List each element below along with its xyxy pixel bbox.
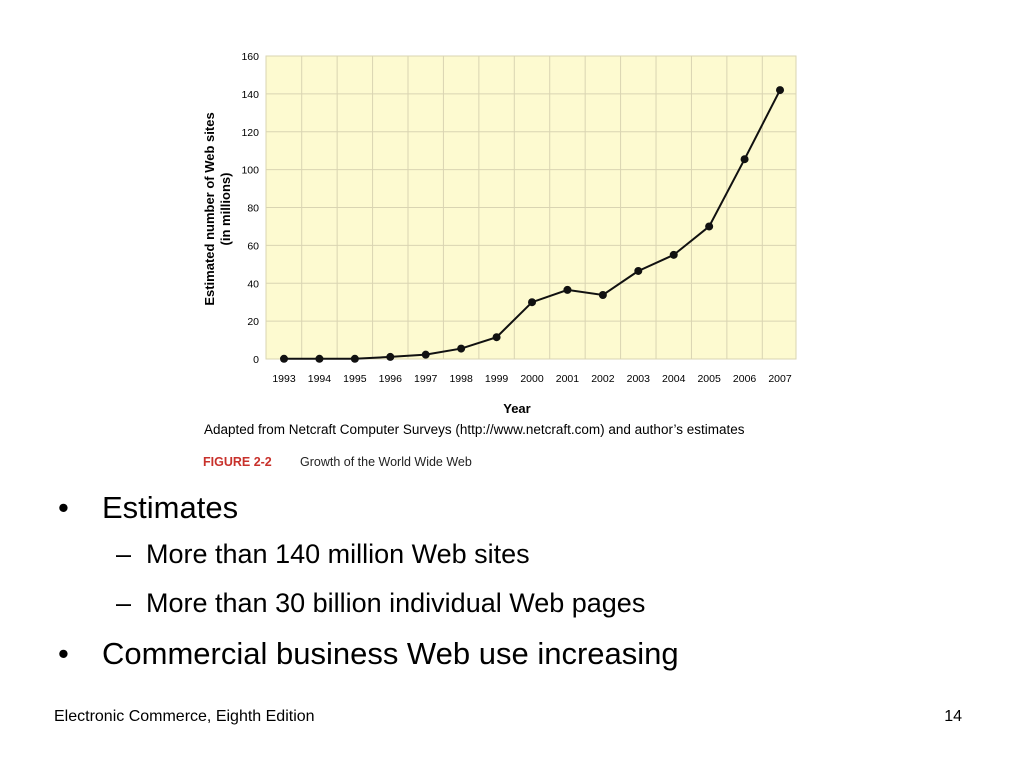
- x-tick-label: 1994: [308, 373, 332, 385]
- x-tick-label: 1995: [343, 373, 367, 385]
- y-tick-labels: 0 20 40 60 80 100 120 140 160: [241, 51, 259, 366]
- y-tick-label: 20: [247, 316, 259, 328]
- bullet-marker: •: [58, 636, 69, 671]
- y-tick-label: 120: [241, 127, 259, 139]
- sub-bullet-text: More than 30 billion individual Web page…: [146, 588, 646, 618]
- data-point-2003: [634, 266, 643, 275]
- data-point-1996: [386, 352, 395, 361]
- footer-title: Electronic Commerce, Eighth Edition: [54, 708, 315, 725]
- x-tick-label: 1998: [449, 373, 473, 385]
- y-tick-label: 60: [247, 240, 259, 252]
- sub-bullet-marker: –: [116, 539, 132, 569]
- x-tick-label: 1997: [414, 373, 438, 385]
- data-point-1993: [280, 354, 288, 363]
- x-tick-label: 2002: [591, 373, 615, 385]
- x-tick-label: 2000: [520, 373, 544, 385]
- data-point-1999: [492, 333, 501, 342]
- sub-bullet-web-pages: – More than 30 billion individual Web pa…: [58, 579, 998, 628]
- data-point-2007: [776, 86, 785, 95]
- sub-bullet-marker: –: [116, 588, 132, 618]
- data-point-2004: [669, 250, 678, 259]
- data-point-1995: [350, 354, 359, 363]
- y-tick-label: 40: [247, 278, 259, 290]
- page-number: 14: [944, 708, 962, 725]
- sub-bullet-text: More than 140 million Web sites: [146, 539, 530, 569]
- y-axis-title: Estimated number of Web sites: [202, 112, 217, 305]
- bullet-commercial-use: • Commercial business Web use increasing: [58, 632, 998, 676]
- y-tick-label: 0: [253, 354, 259, 366]
- bullet-list: • Estimates – More than 140 million Web …: [58, 486, 998, 676]
- x-tick-label: 2007: [768, 373, 792, 385]
- gridlines: [266, 55, 796, 360]
- y-axis-subtitle: (in millions): [218, 173, 233, 246]
- data-point-2001: [563, 285, 572, 294]
- x-tick-label: 2006: [733, 373, 757, 385]
- x-tick-labels: 1993 1994 1995 1996 1997 1998 1999 2000 2001 2002…: [272, 373, 792, 385]
- bullet-text: Estimates: [102, 490, 239, 525]
- source-note: Adapted from Netcraft Computer Surveys (…: [204, 422, 745, 437]
- figure-caption: Growth of the World Wide Web: [300, 455, 472, 469]
- bullet-estimates: • Estimates: [58, 486, 998, 530]
- sub-bullet-web-sites: – More than 140 million Web sites: [58, 530, 998, 579]
- bullet-text: Commercial business Web use increasing: [102, 636, 679, 671]
- data-point-2006: [740, 155, 749, 164]
- x-tick-label: 1993: [272, 373, 296, 385]
- x-tick-label: 1996: [379, 373, 403, 385]
- figure-label: FIGURE 2-2: [203, 455, 272, 469]
- x-axis-title: Year: [503, 401, 530, 416]
- x-tick-label: 2001: [556, 373, 580, 385]
- data-point-2005: [705, 222, 714, 231]
- y-tick-label: 160: [241, 51, 259, 63]
- x-tick-label: 2005: [697, 373, 721, 385]
- y-tick-label: 80: [247, 203, 259, 215]
- bullet-marker: •: [58, 490, 69, 525]
- y-tick-label: 140: [241, 89, 259, 101]
- y-tick-label: 100: [241, 165, 259, 177]
- data-point-1997: [421, 350, 430, 359]
- data-point-1998: [457, 344, 466, 353]
- x-tick-label: 1999: [485, 373, 509, 385]
- x-tick-label: 2004: [662, 373, 686, 385]
- x-tick-label: 2003: [627, 373, 651, 385]
- data-point-2002: [598, 290, 607, 299]
- data-point-2000: [528, 298, 537, 307]
- data-points: [280, 86, 785, 363]
- data-point-1994: [315, 354, 324, 363]
